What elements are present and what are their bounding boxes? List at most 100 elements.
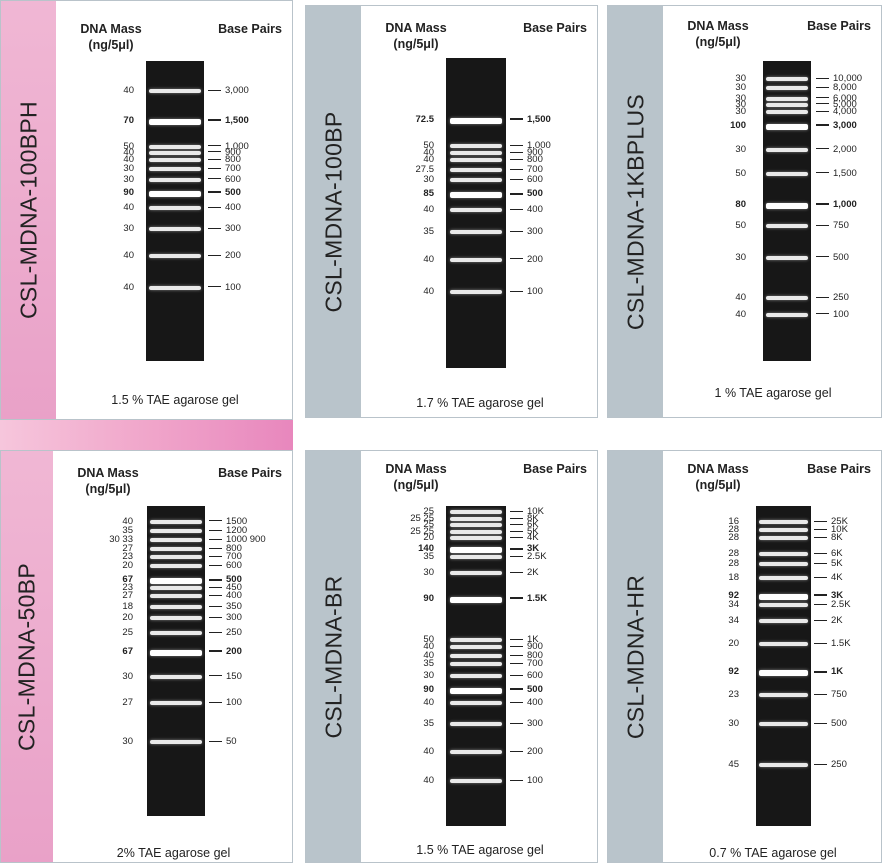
band-tick [816, 86, 829, 88]
gel-band [449, 523, 503, 528]
gel-band [149, 150, 201, 155]
band-tick [209, 587, 222, 589]
gel-band [449, 673, 503, 678]
gel-band [765, 102, 809, 107]
band-size-text: 1,500 [527, 114, 551, 125]
dna-mass-header: DNA Mass (ng/5μl) [80, 22, 142, 53]
band-size-label: 250 [814, 760, 847, 770]
band-mass-label: 35 [423, 717, 434, 729]
ladder-panel: CSL-MDNA-100BPH DNA Mass (ng/5μl) Base Pai… [0, 0, 293, 420]
gel-band [149, 167, 201, 171]
band-mass-label: 40 [423, 696, 434, 708]
band-mass-label: 25 25 [410, 525, 434, 537]
band-mass-label: 92 [728, 666, 739, 678]
band-mass-label: 40 [735, 308, 746, 320]
band-tick [510, 674, 523, 676]
band-size-label: 3,000 [208, 86, 249, 96]
gel-lane [446, 58, 506, 368]
band-size-label: 4,000 [816, 107, 857, 117]
band-tick [510, 780, 523, 782]
gel-band [150, 649, 202, 656]
band-mass-label: 20 [728, 637, 739, 649]
band-tick [208, 206, 221, 208]
base-pairs-header: Base Pairs [807, 19, 871, 33]
band-size-text: 8K [527, 512, 539, 524]
band-mass-label: 50 [423, 634, 434, 646]
band-size-label: 2K [510, 568, 539, 578]
band-mass-label: 30 [122, 670, 133, 682]
gel-band [150, 593, 202, 598]
band-size-label: 6K [814, 549, 843, 559]
gel-band [449, 167, 503, 172]
band-tick [208, 167, 221, 169]
band-size-label: 800 [510, 155, 543, 165]
band-size-label: 100 [209, 697, 242, 708]
band-size-text: 1,000 [225, 140, 249, 152]
band-mass-label: 72.5 [415, 114, 435, 125]
band-tick [209, 650, 222, 653]
band-tick [510, 517, 523, 519]
band-size-label: 1.5K [510, 592, 548, 604]
band-tick [209, 701, 222, 703]
band-size-text: 4,000 [833, 106, 857, 117]
dna-mass-header: DNA Mass (ng/5μl) [77, 466, 139, 497]
band-size-label: 600 [510, 175, 543, 185]
band-size-text: 3,000 [833, 119, 857, 131]
band-size-label: 3,000 [816, 119, 857, 131]
gel-lane [763, 61, 811, 361]
band-mass-label: 23 [122, 582, 133, 594]
band-size-label: 400 [510, 204, 543, 215]
band-tick [816, 224, 829, 226]
band-mass-label: 40 [122, 515, 133, 527]
gel-band [759, 593, 808, 600]
band-mass-label: 45 [728, 759, 739, 771]
band-size-label: 100 [208, 282, 241, 293]
band-tick [510, 192, 523, 195]
band-size-label: 200 [209, 646, 242, 657]
band-tick [814, 604, 827, 606]
band-size-text: 700 [527, 163, 543, 175]
dna-mass-header: DNA Mass (ng/5μl) [385, 462, 447, 493]
band-tick [510, 258, 523, 260]
band-tick [208, 178, 221, 180]
band-mass-label: 30 [735, 73, 746, 84]
gel-band [150, 586, 202, 591]
band-mass-label: 30 [735, 98, 746, 110]
gel-band [449, 688, 503, 694]
band-tick [208, 191, 221, 194]
band-size-label: 2,000 [816, 144, 857, 155]
gel-band [759, 561, 808, 566]
band-tick [510, 722, 523, 724]
band-tick [814, 552, 827, 554]
gel-band [149, 144, 201, 149]
band-mass-label: 40 [423, 640, 434, 652]
gel-band [149, 206, 201, 210]
panel-sidebar: CSL-MDNA-50BP [1, 451, 53, 862]
gel-band [759, 536, 808, 540]
gel-band [150, 547, 202, 552]
band-mass-label: 40 [423, 203, 434, 215]
band-mass-label: 20 [122, 560, 133, 572]
band-mass-label: 30 [735, 82, 746, 93]
gel-band [449, 536, 503, 540]
band-size-text: 1000 900 [226, 534, 266, 546]
band-size-label: 1,000 [208, 140, 249, 152]
ladder-product-label: CSL-MDNA-HR [622, 574, 648, 739]
gel-band [765, 147, 809, 152]
band-size-label: 500 [208, 188, 241, 198]
band-size-label: 300 [208, 224, 241, 234]
band-size-label: 1,000 [510, 141, 551, 151]
band-size-text: 500 [226, 574, 242, 586]
band-size-label: 1K [814, 667, 843, 677]
band-size-text: 200 [225, 250, 241, 261]
band-size-text: 800 [527, 650, 543, 662]
band-size-text: 1.5K [527, 592, 548, 604]
band-mass-label: 40 [123, 85, 134, 96]
gel-band [765, 77, 809, 81]
band-tick [510, 168, 523, 170]
band-size-label: 5K [814, 558, 843, 569]
band-tick [816, 172, 829, 174]
ladder-product-label: CSL-MDNA-1KBPLUS [622, 93, 648, 330]
band-size-label: 700 [510, 163, 543, 175]
band-tick [816, 103, 829, 105]
